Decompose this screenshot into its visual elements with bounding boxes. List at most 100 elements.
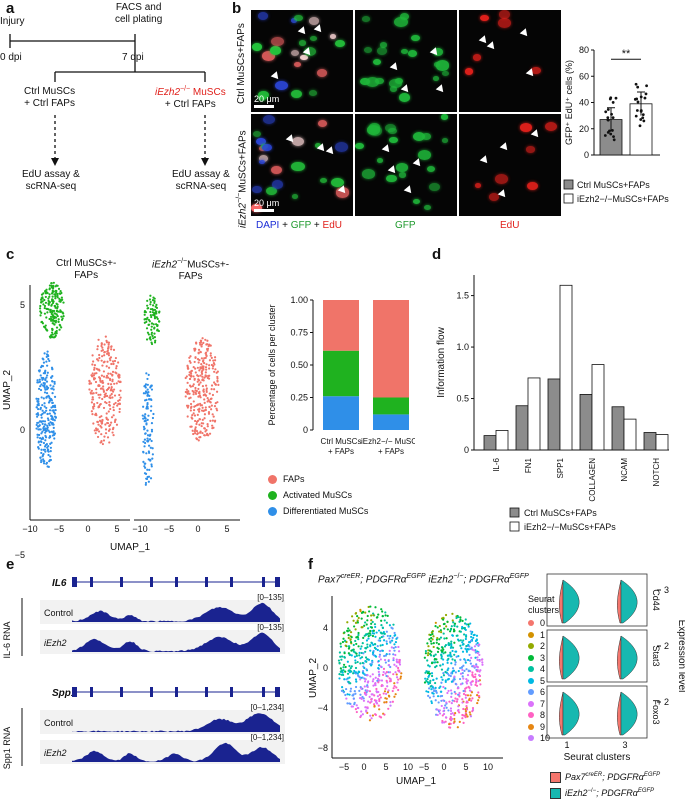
umap-cell-point — [110, 345, 113, 348]
umap-cell-point — [205, 343, 209, 346]
umap-cell-point — [357, 670, 360, 673]
umap-cell-point — [188, 377, 192, 381]
umap-cell-point — [146, 434, 150, 437]
umap-cell-point — [203, 376, 206, 379]
cell-nucleus — [258, 146, 266, 152]
umap-cell-point — [426, 654, 430, 657]
umap-cell-point — [47, 297, 50, 300]
umap-cell-point — [338, 651, 341, 654]
cell-nucleus — [499, 10, 511, 19]
umap-cell-point — [353, 655, 357, 658]
umap-cell-point — [364, 678, 367, 681]
umap-cell-point — [378, 708, 381, 711]
umap-cell-point — [101, 349, 104, 352]
umap-cell-point — [149, 386, 152, 389]
umap-cell-point — [53, 437, 56, 440]
umap-cell-point — [193, 349, 196, 352]
umap-cell-point — [41, 422, 44, 425]
umap-x-tick-label: −5 — [54, 524, 64, 534]
umap-cell-point — [51, 401, 54, 404]
umap-cell-point — [210, 387, 213, 391]
umap-cell-point — [391, 689, 394, 693]
umap-cell-point — [467, 625, 470, 628]
umap-cell-point — [378, 715, 381, 718]
umap-cell-point — [91, 396, 94, 399]
umap-cell-point — [59, 309, 62, 312]
umap-cell-point — [101, 397, 104, 401]
umap-cell-point — [427, 652, 430, 655]
umap-cell-point — [112, 362, 115, 366]
umap-cell-point — [424, 671, 427, 674]
seurat-cluster-legend: Seurat clusters 0 1 2 3 4 5 6 7 8 9 10 — [528, 594, 559, 745]
umap-cell-point — [47, 453, 50, 457]
umap-cell-point — [151, 457, 154, 460]
umap-cell-point — [370, 622, 373, 625]
umap-cell-point — [473, 645, 477, 648]
umap-cell-point — [394, 645, 397, 649]
umap-cell-point — [462, 692, 466, 696]
umap-cell-point — [46, 311, 49, 314]
umap-cell-point — [394, 653, 397, 657]
umap-cell-point — [369, 675, 372, 678]
umap-cell-point — [154, 339, 157, 342]
umap-cell-point — [356, 614, 359, 618]
umap-cell-point — [43, 448, 47, 451]
umap-cell-point — [204, 338, 207, 341]
umap-cell-point — [197, 348, 201, 351]
umap-cell-point — [464, 635, 468, 638]
cell-nucleus — [389, 136, 398, 144]
umap-cell-point — [358, 696, 362, 700]
umap-cell-point — [346, 672, 350, 675]
umap-cell-point — [55, 302, 58, 305]
umap-cell-point — [53, 412, 57, 415]
umap-cell-point — [210, 404, 213, 407]
violin-gene-label: Stat3 — [651, 645, 661, 666]
umap-cell-point — [466, 694, 470, 697]
umap-cell-point — [98, 369, 101, 372]
umap-cell-point — [194, 356, 197, 359]
violin-x-tick-label: 3 — [622, 740, 627, 750]
umap-cell-point — [39, 408, 42, 411]
umap-cell-point — [340, 655, 344, 658]
umap-cell-point — [349, 690, 352, 693]
umap-cell-point — [35, 423, 38, 427]
bar — [559, 284, 573, 451]
umap-cell-point — [342, 637, 345, 640]
umap-x-tick-label: 5 — [224, 524, 229, 534]
umap-cell-point — [369, 649, 372, 652]
umap-cell-point — [109, 394, 112, 397]
significance-label: ** — [622, 48, 631, 60]
violin-half-ko — [620, 635, 638, 680]
umap-cell-point — [462, 639, 465, 642]
umap-cell-point — [455, 616, 458, 620]
umap-cell-point — [108, 403, 111, 406]
umap-cell-point — [51, 392, 54, 395]
umap-cell-point — [49, 421, 52, 424]
arrowhead-icon — [297, 25, 309, 37]
umap-cell-point — [185, 375, 188, 378]
umap-cell-point — [432, 642, 435, 645]
umap-cell-point — [397, 645, 400, 649]
umap-cell-point — [207, 377, 211, 380]
umap-cell-point — [94, 432, 97, 435]
umap-cell-point — [432, 695, 435, 698]
umap-cell-point — [38, 307, 42, 310]
umap-cell-point — [202, 409, 205, 413]
umap-cell-point — [357, 638, 360, 641]
umap-cell-point — [209, 354, 212, 357]
gene-exon — [275, 577, 280, 587]
umap-cell-point — [61, 317, 64, 320]
umap-cell-point — [433, 657, 437, 661]
umap-cell-point — [149, 313, 152, 317]
umap-cell-point — [394, 633, 397, 637]
umap-cell-point — [41, 455, 44, 458]
umap-cell-point — [446, 668, 449, 672]
umap-cell-point — [368, 695, 371, 698]
umap-cell-point — [363, 685, 366, 688]
panel-e-label: e — [6, 556, 15, 573]
umap-cell-point — [195, 430, 199, 433]
umap-cell-point — [379, 631, 382, 634]
umap-cell-point — [440, 649, 443, 652]
umap-cell-point — [96, 435, 100, 439]
